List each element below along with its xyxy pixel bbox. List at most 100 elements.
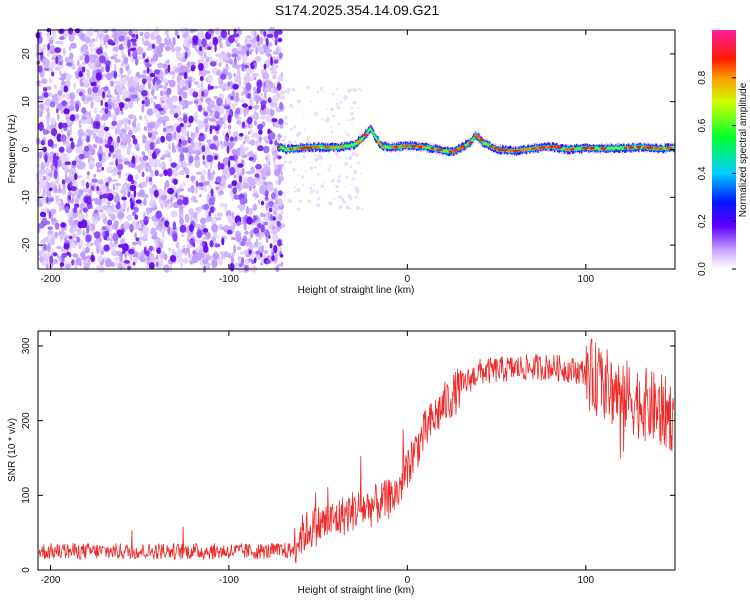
noise-blob-strong <box>276 82 282 91</box>
noise-blob <box>175 241 180 249</box>
noise-blob-strong <box>38 121 44 132</box>
noise-blob <box>50 163 55 172</box>
noise-blob-strong <box>134 206 139 213</box>
noise-blob <box>66 129 71 137</box>
noise-blob <box>231 149 238 155</box>
noise-blob <box>249 229 254 239</box>
noise-blob-strong <box>53 153 57 163</box>
ridge-cell <box>613 147 615 150</box>
noise-blob-strong <box>225 136 230 141</box>
noise-blob-strong <box>198 182 204 187</box>
noise-blob <box>231 103 236 110</box>
noise-blob-strong <box>246 216 253 225</box>
noise-blob-strong <box>269 132 276 140</box>
noise-blob <box>98 209 104 213</box>
noise-blob-strong <box>206 154 214 163</box>
noise-blob <box>69 99 75 106</box>
noise-blob-strong <box>208 211 211 217</box>
noise-fringe <box>306 85 310 90</box>
noise-blob <box>151 89 155 96</box>
noise-blob <box>74 196 80 203</box>
noise-blob <box>160 200 164 204</box>
ridge-peak <box>657 147 664 150</box>
noise-blob-strong <box>266 33 274 39</box>
noise-blob <box>47 169 51 173</box>
noise-fringe <box>292 114 295 117</box>
noise-blob <box>236 119 242 125</box>
noise-blob <box>159 96 165 102</box>
noise-blob <box>114 256 120 262</box>
noise-blob <box>250 114 258 120</box>
noise-blob <box>114 107 120 116</box>
noise-blob <box>113 116 117 121</box>
noise-blob <box>239 147 245 157</box>
noise-blob-strong <box>79 91 83 97</box>
noise-blob-strong <box>182 197 189 206</box>
noise-blob <box>234 261 239 271</box>
noise-blob-strong <box>257 123 264 130</box>
noise-blob <box>94 139 100 143</box>
noise-blob <box>129 194 134 199</box>
noise-blob-strong <box>92 86 99 93</box>
noise-blob <box>240 48 246 56</box>
ridge-peak <box>295 147 302 150</box>
noise-blob <box>89 43 95 48</box>
noise-blob <box>81 255 86 261</box>
ridge-peak <box>312 145 320 149</box>
noise-blob <box>180 262 183 268</box>
ridge-peak <box>512 149 519 153</box>
noise-blob <box>90 75 96 83</box>
ridge-cell <box>562 147 564 151</box>
noise-blob <box>41 208 47 213</box>
noise-blob <box>58 77 66 81</box>
noise-blob <box>245 171 252 175</box>
noise-blob <box>215 130 220 135</box>
ridge-cell <box>353 143 355 147</box>
ridge-cell <box>482 141 484 144</box>
noise-blob <box>258 199 261 205</box>
noise-blob <box>222 226 229 229</box>
ridge-cell <box>578 148 580 151</box>
ridge-peak <box>405 144 410 148</box>
ridge-peak <box>654 147 658 150</box>
noise-blob-strong <box>192 242 196 248</box>
noise-fringe <box>350 111 354 116</box>
noise-blob-strong <box>188 224 194 233</box>
noise-blob-strong <box>277 29 283 35</box>
noise-blob <box>177 117 185 122</box>
noise-blob-strong <box>248 105 253 110</box>
noise-blob <box>203 185 207 192</box>
noise-blob-strong <box>74 28 81 34</box>
noise-blob-strong <box>148 177 153 183</box>
noise-blob <box>119 67 124 75</box>
noise-blob <box>150 96 153 105</box>
noise-blob <box>91 251 94 256</box>
noise-blob-strong <box>141 90 148 97</box>
noise-blob <box>220 202 226 208</box>
ridge-cell <box>529 147 531 150</box>
noise-blob <box>76 88 81 95</box>
noise-blob-strong <box>111 120 117 126</box>
noise-blob-strong <box>144 59 149 63</box>
noise-blob-strong <box>220 29 227 39</box>
ridge-cell <box>375 136 377 139</box>
noise-blob <box>72 253 79 258</box>
noise-blob <box>142 134 146 143</box>
noise-blob-strong <box>58 122 63 130</box>
noise-blob <box>164 45 171 52</box>
noise-blob <box>203 253 207 261</box>
noise-blob <box>88 160 95 165</box>
noise-blob-strong <box>214 243 221 248</box>
noise-fringe <box>355 153 360 158</box>
noise-blob <box>210 33 214 40</box>
noise-blob-strong <box>75 103 79 112</box>
noise-blob <box>250 41 257 49</box>
ridge-peak <box>478 138 484 142</box>
noise-blob <box>162 78 168 83</box>
ridge-cell <box>321 144 323 149</box>
noise-blob <box>243 222 247 231</box>
noise-blob <box>163 253 168 261</box>
noise-blob <box>96 54 99 64</box>
ridge-peak <box>394 145 399 149</box>
noise-blob <box>82 116 88 120</box>
